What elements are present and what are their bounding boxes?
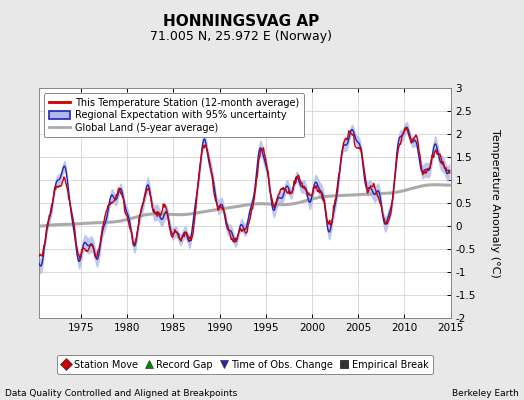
Text: Data Quality Controlled and Aligned at Breakpoints: Data Quality Controlled and Aligned at B… xyxy=(5,389,237,398)
Legend: Station Move, Record Gap, Time of Obs. Change, Empirical Break: Station Move, Record Gap, Time of Obs. C… xyxy=(57,355,433,374)
Text: 71.005 N, 25.972 E (Norway): 71.005 N, 25.972 E (Norway) xyxy=(150,30,332,43)
Text: Berkeley Earth: Berkeley Earth xyxy=(452,389,519,398)
Y-axis label: Temperature Anomaly (°C): Temperature Anomaly (°C) xyxy=(490,129,500,277)
Text: HONNINGSVAG AP: HONNINGSVAG AP xyxy=(163,14,319,29)
